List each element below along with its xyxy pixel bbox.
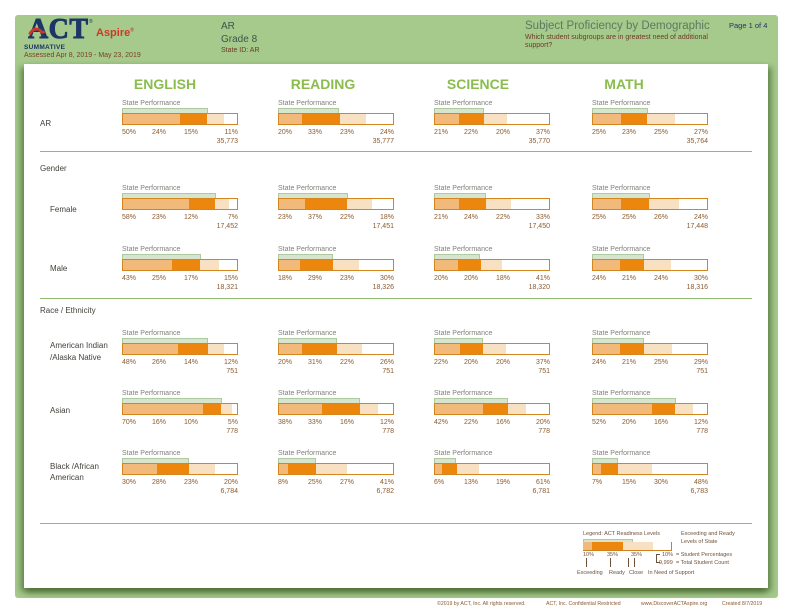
svg-text:ACT: ACT [28, 16, 88, 42]
svg-text:®: ® [89, 18, 93, 25]
